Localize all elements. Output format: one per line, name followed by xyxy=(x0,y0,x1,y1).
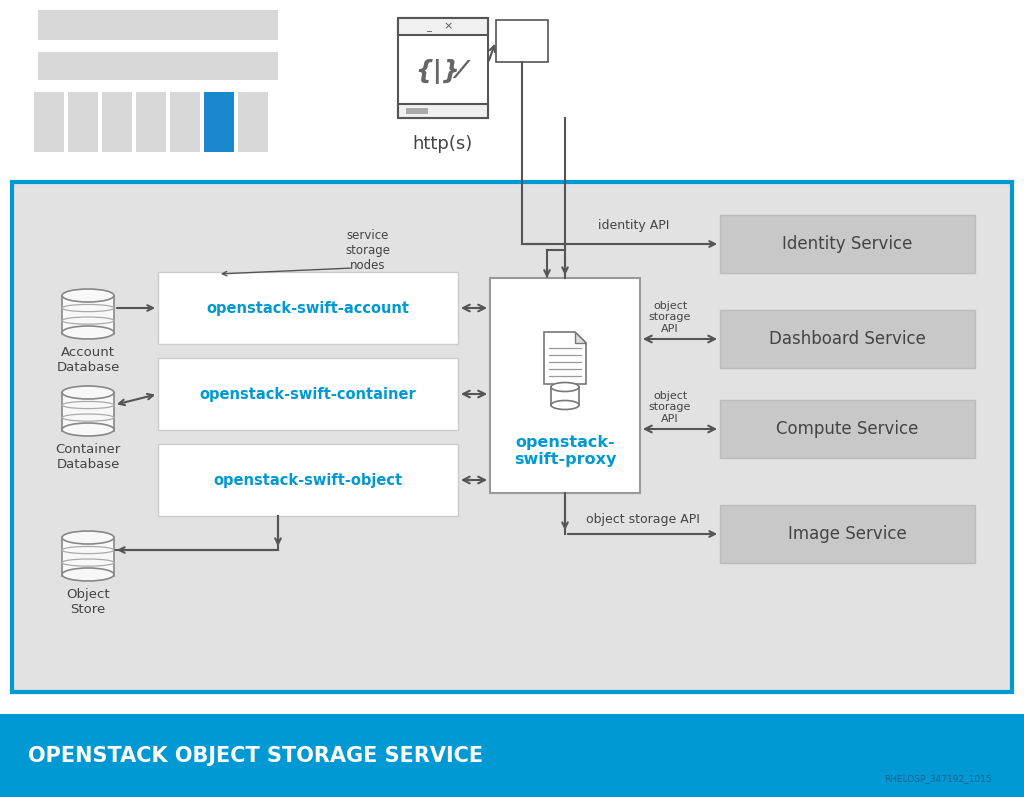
FancyBboxPatch shape xyxy=(170,92,200,152)
FancyBboxPatch shape xyxy=(68,92,98,152)
Text: openstack-
swift-proxy: openstack- swift-proxy xyxy=(514,435,616,467)
Text: _: _ xyxy=(427,22,431,32)
FancyBboxPatch shape xyxy=(158,272,458,344)
FancyBboxPatch shape xyxy=(720,215,975,273)
Text: openstack-swift-container: openstack-swift-container xyxy=(200,387,417,402)
Text: Container
Database: Container Database xyxy=(55,443,121,471)
FancyBboxPatch shape xyxy=(398,104,488,118)
FancyBboxPatch shape xyxy=(38,10,278,40)
Ellipse shape xyxy=(62,568,114,581)
FancyBboxPatch shape xyxy=(551,387,579,405)
Text: Compute Service: Compute Service xyxy=(776,420,919,438)
Text: Object
Store: Object Store xyxy=(67,588,110,616)
Text: openstack-swift-account: openstack-swift-account xyxy=(207,300,410,316)
Text: openstack-swift-object: openstack-swift-object xyxy=(213,473,402,488)
FancyBboxPatch shape xyxy=(0,714,1024,797)
Text: object storage API: object storage API xyxy=(586,513,699,526)
Ellipse shape xyxy=(62,423,114,436)
FancyBboxPatch shape xyxy=(238,92,268,152)
Ellipse shape xyxy=(62,531,114,544)
FancyBboxPatch shape xyxy=(62,296,114,333)
FancyBboxPatch shape xyxy=(204,92,234,152)
Ellipse shape xyxy=(62,326,114,339)
FancyBboxPatch shape xyxy=(496,20,548,62)
Text: object
storage
API: object storage API xyxy=(649,391,691,424)
FancyBboxPatch shape xyxy=(158,444,458,516)
FancyBboxPatch shape xyxy=(158,358,458,430)
Text: Image Service: Image Service xyxy=(788,525,907,543)
FancyBboxPatch shape xyxy=(34,92,63,152)
FancyBboxPatch shape xyxy=(406,108,428,114)
FancyBboxPatch shape xyxy=(720,310,975,368)
Text: identity API: identity API xyxy=(598,219,670,232)
Ellipse shape xyxy=(551,383,579,391)
FancyBboxPatch shape xyxy=(102,92,132,152)
Text: {|}⁄: {|}⁄ xyxy=(416,58,464,84)
FancyBboxPatch shape xyxy=(0,0,1024,175)
Ellipse shape xyxy=(62,386,114,399)
FancyBboxPatch shape xyxy=(720,400,975,458)
FancyBboxPatch shape xyxy=(398,18,488,35)
Polygon shape xyxy=(544,332,586,384)
FancyBboxPatch shape xyxy=(38,52,278,80)
FancyBboxPatch shape xyxy=(490,278,640,493)
FancyBboxPatch shape xyxy=(720,505,975,563)
Ellipse shape xyxy=(551,401,579,410)
Text: http(s): http(s) xyxy=(413,135,473,153)
Text: object
storage
API: object storage API xyxy=(649,300,691,334)
FancyBboxPatch shape xyxy=(62,392,114,430)
Text: Account
Database: Account Database xyxy=(56,346,120,374)
Polygon shape xyxy=(575,332,586,343)
Text: ×: × xyxy=(443,22,453,32)
FancyBboxPatch shape xyxy=(12,182,1012,692)
Text: Dashboard Service: Dashboard Service xyxy=(769,330,926,348)
Text: service
storage
nodes: service storage nodes xyxy=(345,229,390,272)
FancyBboxPatch shape xyxy=(62,537,114,575)
FancyBboxPatch shape xyxy=(136,92,166,152)
Ellipse shape xyxy=(62,289,114,302)
Text: OPENSTACK OBJECT STORAGE SERVICE: OPENSTACK OBJECT STORAGE SERVICE xyxy=(28,745,483,765)
Text: RHELOSP_347192_1015: RHELOSP_347192_1015 xyxy=(885,774,992,783)
FancyBboxPatch shape xyxy=(398,18,488,118)
Text: Identity Service: Identity Service xyxy=(782,235,912,253)
